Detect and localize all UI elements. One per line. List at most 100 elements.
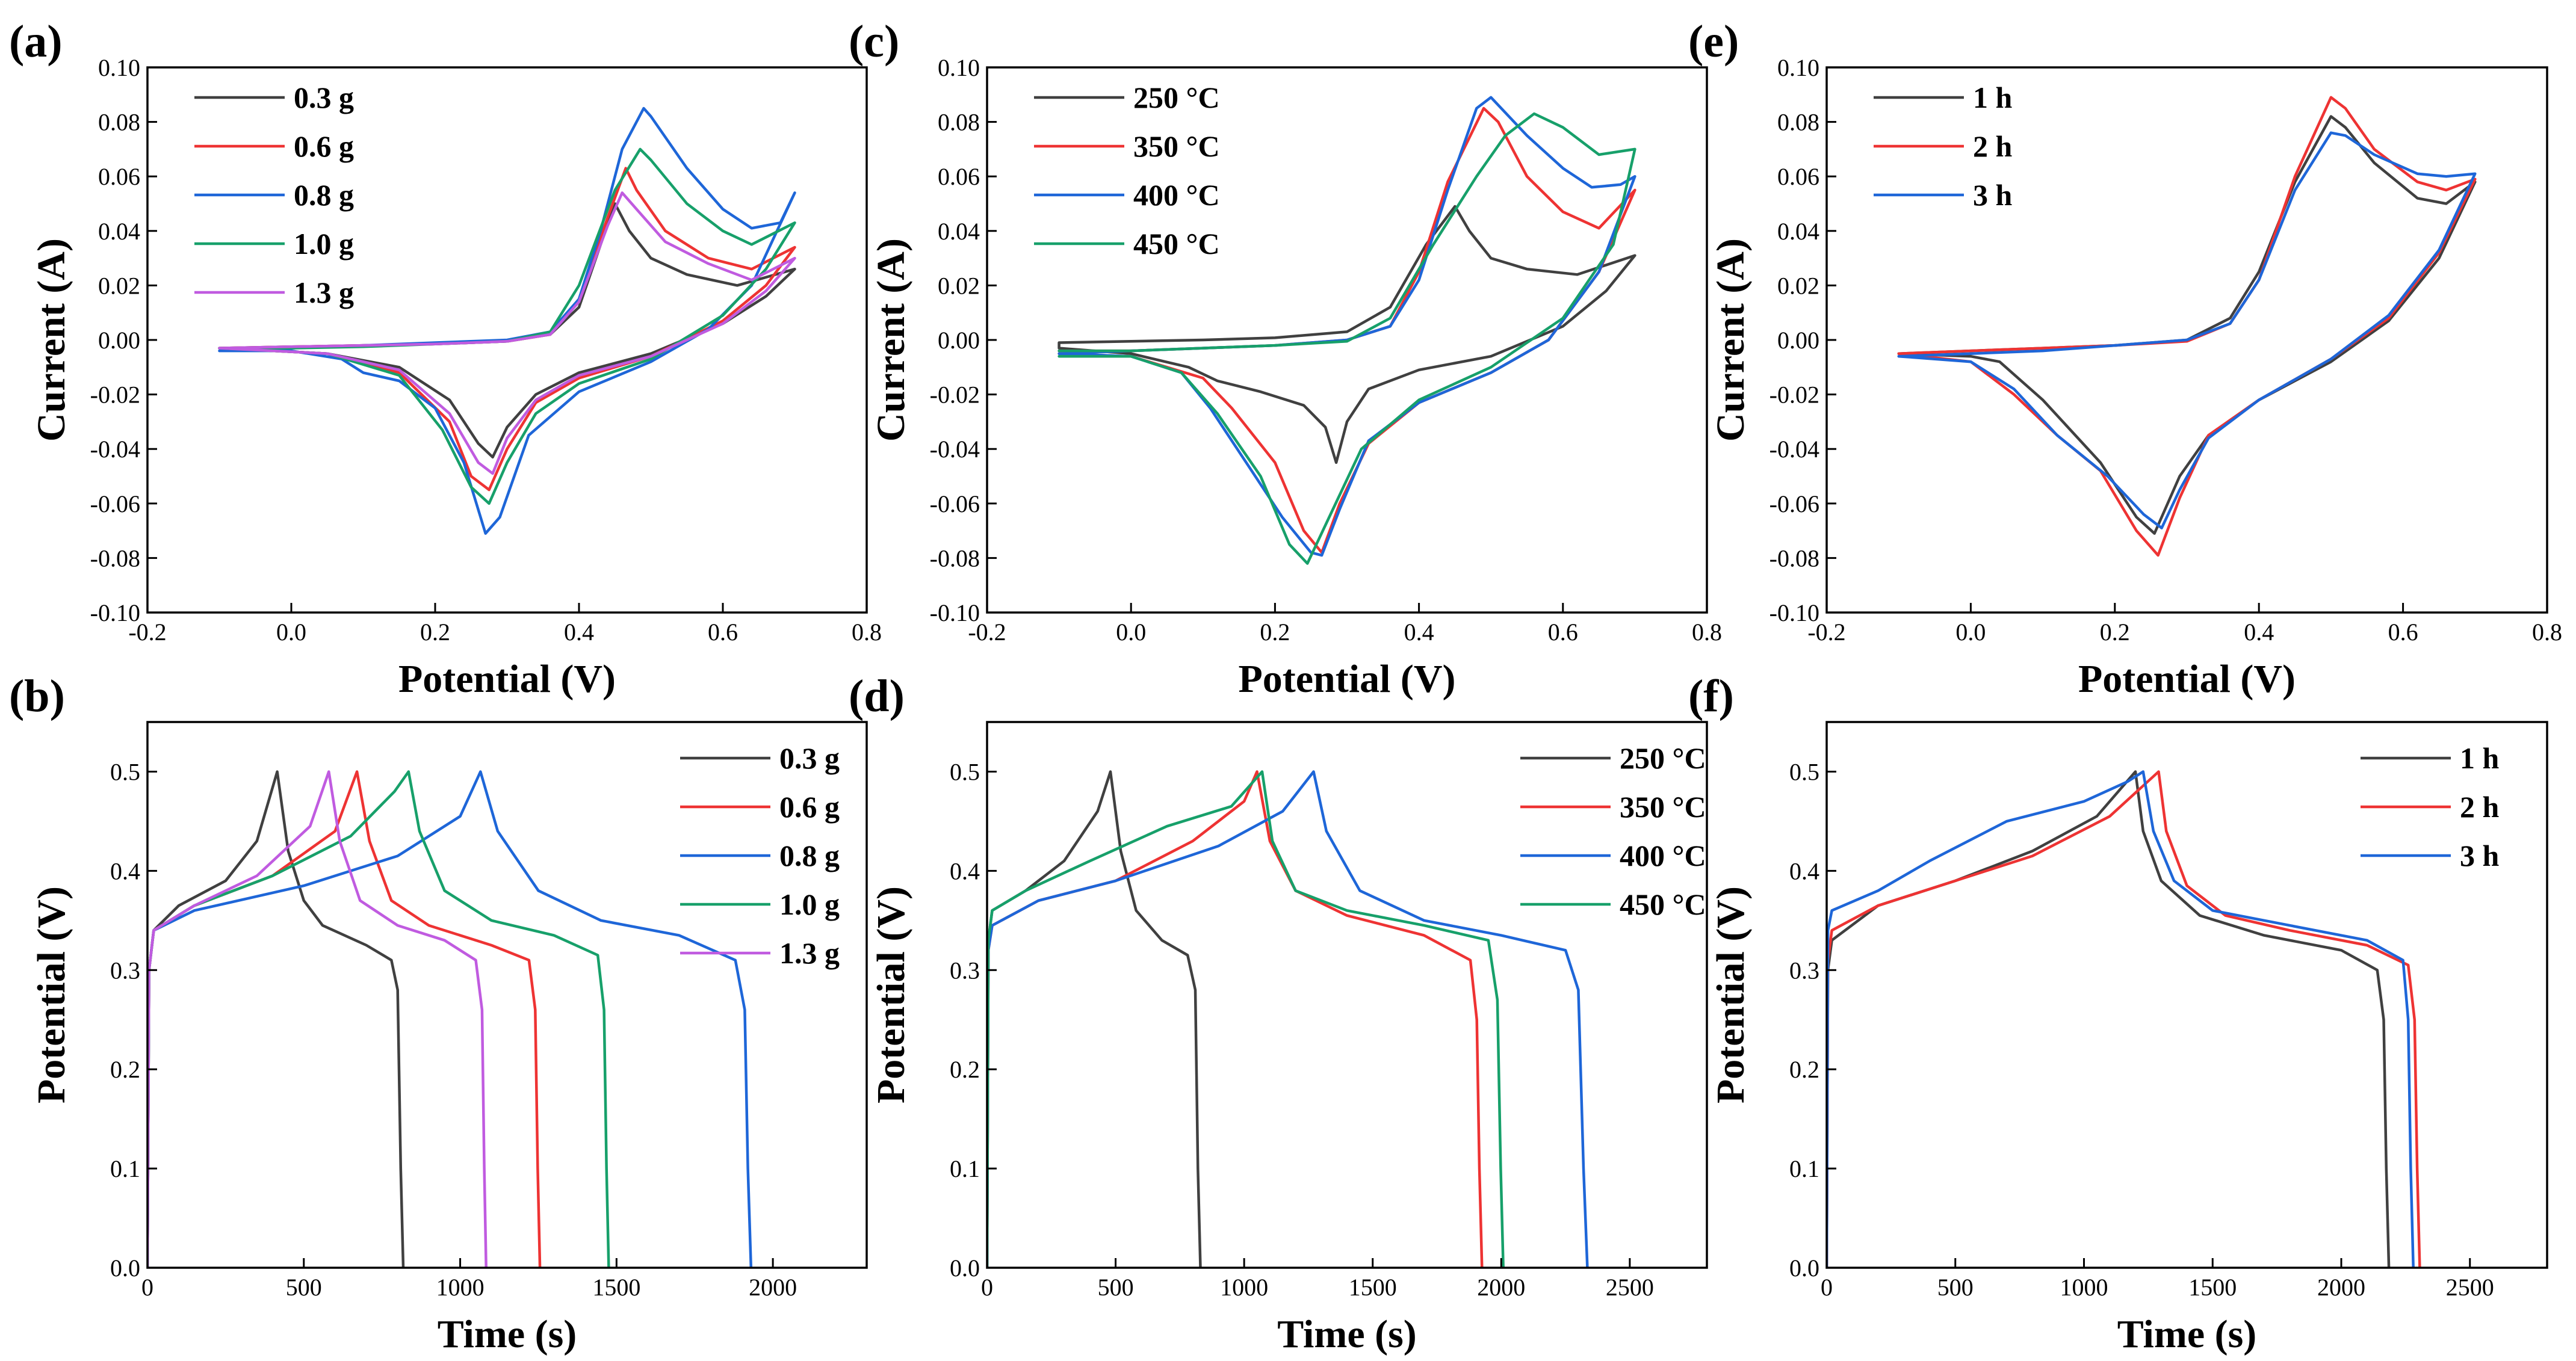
y-axis-title: Potential (V) xyxy=(869,886,913,1103)
x-tick-label: 2500 xyxy=(1606,1274,1654,1301)
x-tick-label: 0.2 xyxy=(2100,619,2130,646)
series-line-350-c xyxy=(987,770,1484,1268)
y-tick-label: -0.06 xyxy=(90,490,140,517)
legend: 0.3 g 0.6 g 0.8 g 1.0 g 1.3 g xyxy=(680,741,840,970)
x-tick-label: 1000 xyxy=(1220,1274,1268,1301)
y-tick-label: 0.0 xyxy=(110,1255,140,1282)
legend: 0.3 g 0.6 g 0.8 g 1.0 g 1.3 g xyxy=(194,81,354,309)
series-line-450-c xyxy=(1057,112,1636,565)
y-tick-label: -0.06 xyxy=(1769,490,1819,517)
x-tick-label: 500 xyxy=(1937,1274,1974,1301)
series-line-2-h xyxy=(1897,96,2477,557)
series-group xyxy=(1897,96,2477,557)
series-line-1-h xyxy=(1827,770,2391,1268)
legend-label: 1.0 g xyxy=(294,227,354,261)
legend-label: 0.6 g xyxy=(779,790,840,824)
x-tick-label: 0.0 xyxy=(1955,619,1986,646)
y-tick-label: 0.06 xyxy=(98,163,140,190)
x-tick-label: 0 xyxy=(981,1274,993,1301)
x-axis-title: Potential (V) xyxy=(398,657,616,701)
panel-b: 0 500 1000 1500 2000 0.0 0.1 0.2 0.3 0.4 0.5 Time (… xyxy=(9,671,868,1356)
legend-label: 2 h xyxy=(1973,129,2013,163)
x-tick-label: -0.2 xyxy=(1807,619,1845,646)
legend: 1 h 2 h 3 h xyxy=(2361,741,2500,872)
series-line-0-8-g xyxy=(218,106,796,535)
series-group xyxy=(147,770,753,1268)
y-tick-label: 0.10 xyxy=(1777,54,1819,81)
panel-label: (b) xyxy=(9,671,65,721)
legend-label: 250 °C xyxy=(1620,741,1706,775)
x-tick-label: 0.6 xyxy=(2388,619,2418,646)
y-tick-label: 0.04 xyxy=(1777,218,1819,245)
series-line-3-h xyxy=(1827,770,2415,1268)
panel-label: (a) xyxy=(9,16,63,67)
x-tick-label: 500 xyxy=(1098,1274,1134,1301)
y-tick-label: -0.10 xyxy=(930,599,980,626)
legend-label: 400 °C xyxy=(1133,178,1220,212)
y-tick-label: 0.0 xyxy=(1789,1255,1819,1282)
legend-label: 350 °C xyxy=(1620,790,1706,824)
series-line-3-h xyxy=(1897,131,2477,529)
y-tick-label: 0.1 xyxy=(110,1155,140,1182)
panel-f: 0 500 1000 1500 2000 2500 0.0 0.1 0.2 0.3 0.4 0.5 Ti… xyxy=(1688,671,2548,1356)
legend-label: 0.3 g xyxy=(294,81,354,114)
y-tick-label: 0.00 xyxy=(1777,327,1819,354)
x-axis-title: Time (s) xyxy=(2117,1312,2257,1356)
legend: 1 h 2 h 3 h xyxy=(1874,81,2013,212)
y-tick-label: 0.04 xyxy=(938,218,980,245)
y-tick-label: 0.02 xyxy=(938,272,980,299)
series-group xyxy=(987,770,1589,1268)
legend-label: 450 °C xyxy=(1133,227,1220,261)
y-tick-label: 0.06 xyxy=(1777,163,1819,190)
x-tick-label: 0.4 xyxy=(2244,619,2274,646)
y-tick-label: -0.10 xyxy=(90,599,140,626)
legend-label: 3 h xyxy=(2460,839,2500,872)
y-tick-label: 0.00 xyxy=(98,327,140,354)
y-tick-label: 0.00 xyxy=(938,327,980,354)
panel-d: 0 500 1000 1500 2000 2500 0.0 0.1 0.2 0.3 0.4 0.5 Ti… xyxy=(849,671,1708,1356)
x-tick-label: 0.4 xyxy=(564,619,594,646)
panel-label: (f) xyxy=(1688,671,1734,721)
series-group xyxy=(218,106,796,535)
x-tick-label: 0.8 xyxy=(2532,619,2562,646)
legend-label: 450 °C xyxy=(1620,887,1706,921)
y-tick-label: -0.08 xyxy=(930,545,980,572)
legend: 250 °C 350 °C 400 °C 450 °C xyxy=(1034,81,1220,261)
legend-label: 400 °C xyxy=(1620,839,1706,872)
y-tick-label: -0.04 xyxy=(90,436,140,463)
y-tick-label: 0.08 xyxy=(1777,109,1819,136)
axis-frame xyxy=(1825,721,2548,1269)
y-axis-title: Current (A) xyxy=(29,238,73,442)
legend-label: 1.3 g xyxy=(779,936,840,970)
y-tick-label: 0.06 xyxy=(938,163,980,190)
legend-label: 2 h xyxy=(2460,790,2500,824)
x-tick-label: 0.2 xyxy=(1260,619,1290,646)
panel-label: (c) xyxy=(849,16,899,67)
y-tick-label: 0.08 xyxy=(938,109,980,136)
y-tick-label: 0.4 xyxy=(1789,857,1819,884)
y-tick-label: 0.1 xyxy=(950,1155,980,1182)
y-axis-title: Current (A) xyxy=(1709,238,1753,442)
series-line-1-3-g xyxy=(147,770,488,1268)
axis-frame xyxy=(146,721,868,1269)
y-tick-label: 0.10 xyxy=(98,54,140,81)
y-tick-label: 0.1 xyxy=(1789,1155,1819,1182)
x-tick-label: 0.8 xyxy=(1692,619,1722,646)
series-line-450-c xyxy=(987,770,1505,1268)
series-line-1-3-g xyxy=(218,191,796,475)
y-tick-label: -0.04 xyxy=(1769,436,1819,463)
x-tick-label: 2000 xyxy=(749,1274,797,1301)
y-tick-label: 0.5 xyxy=(950,758,980,785)
x-tick-label: 0.2 xyxy=(420,619,450,646)
x-tick-label: 1500 xyxy=(592,1274,640,1301)
axis-frame xyxy=(986,721,1708,1269)
x-tick-label: 0.4 xyxy=(1404,619,1434,646)
x-tick-label: 1000 xyxy=(2060,1274,2108,1301)
x-tick-label: 0.6 xyxy=(1548,619,1578,646)
x-tick-label: 1500 xyxy=(1349,1274,1397,1301)
y-tick-label: 0.02 xyxy=(1777,272,1819,299)
y-axis-title: Current (A) xyxy=(869,238,913,442)
x-tick-label: 0.8 xyxy=(852,619,882,646)
y-tick-label: -0.02 xyxy=(90,381,140,409)
series-line-0-8-g xyxy=(147,770,753,1268)
